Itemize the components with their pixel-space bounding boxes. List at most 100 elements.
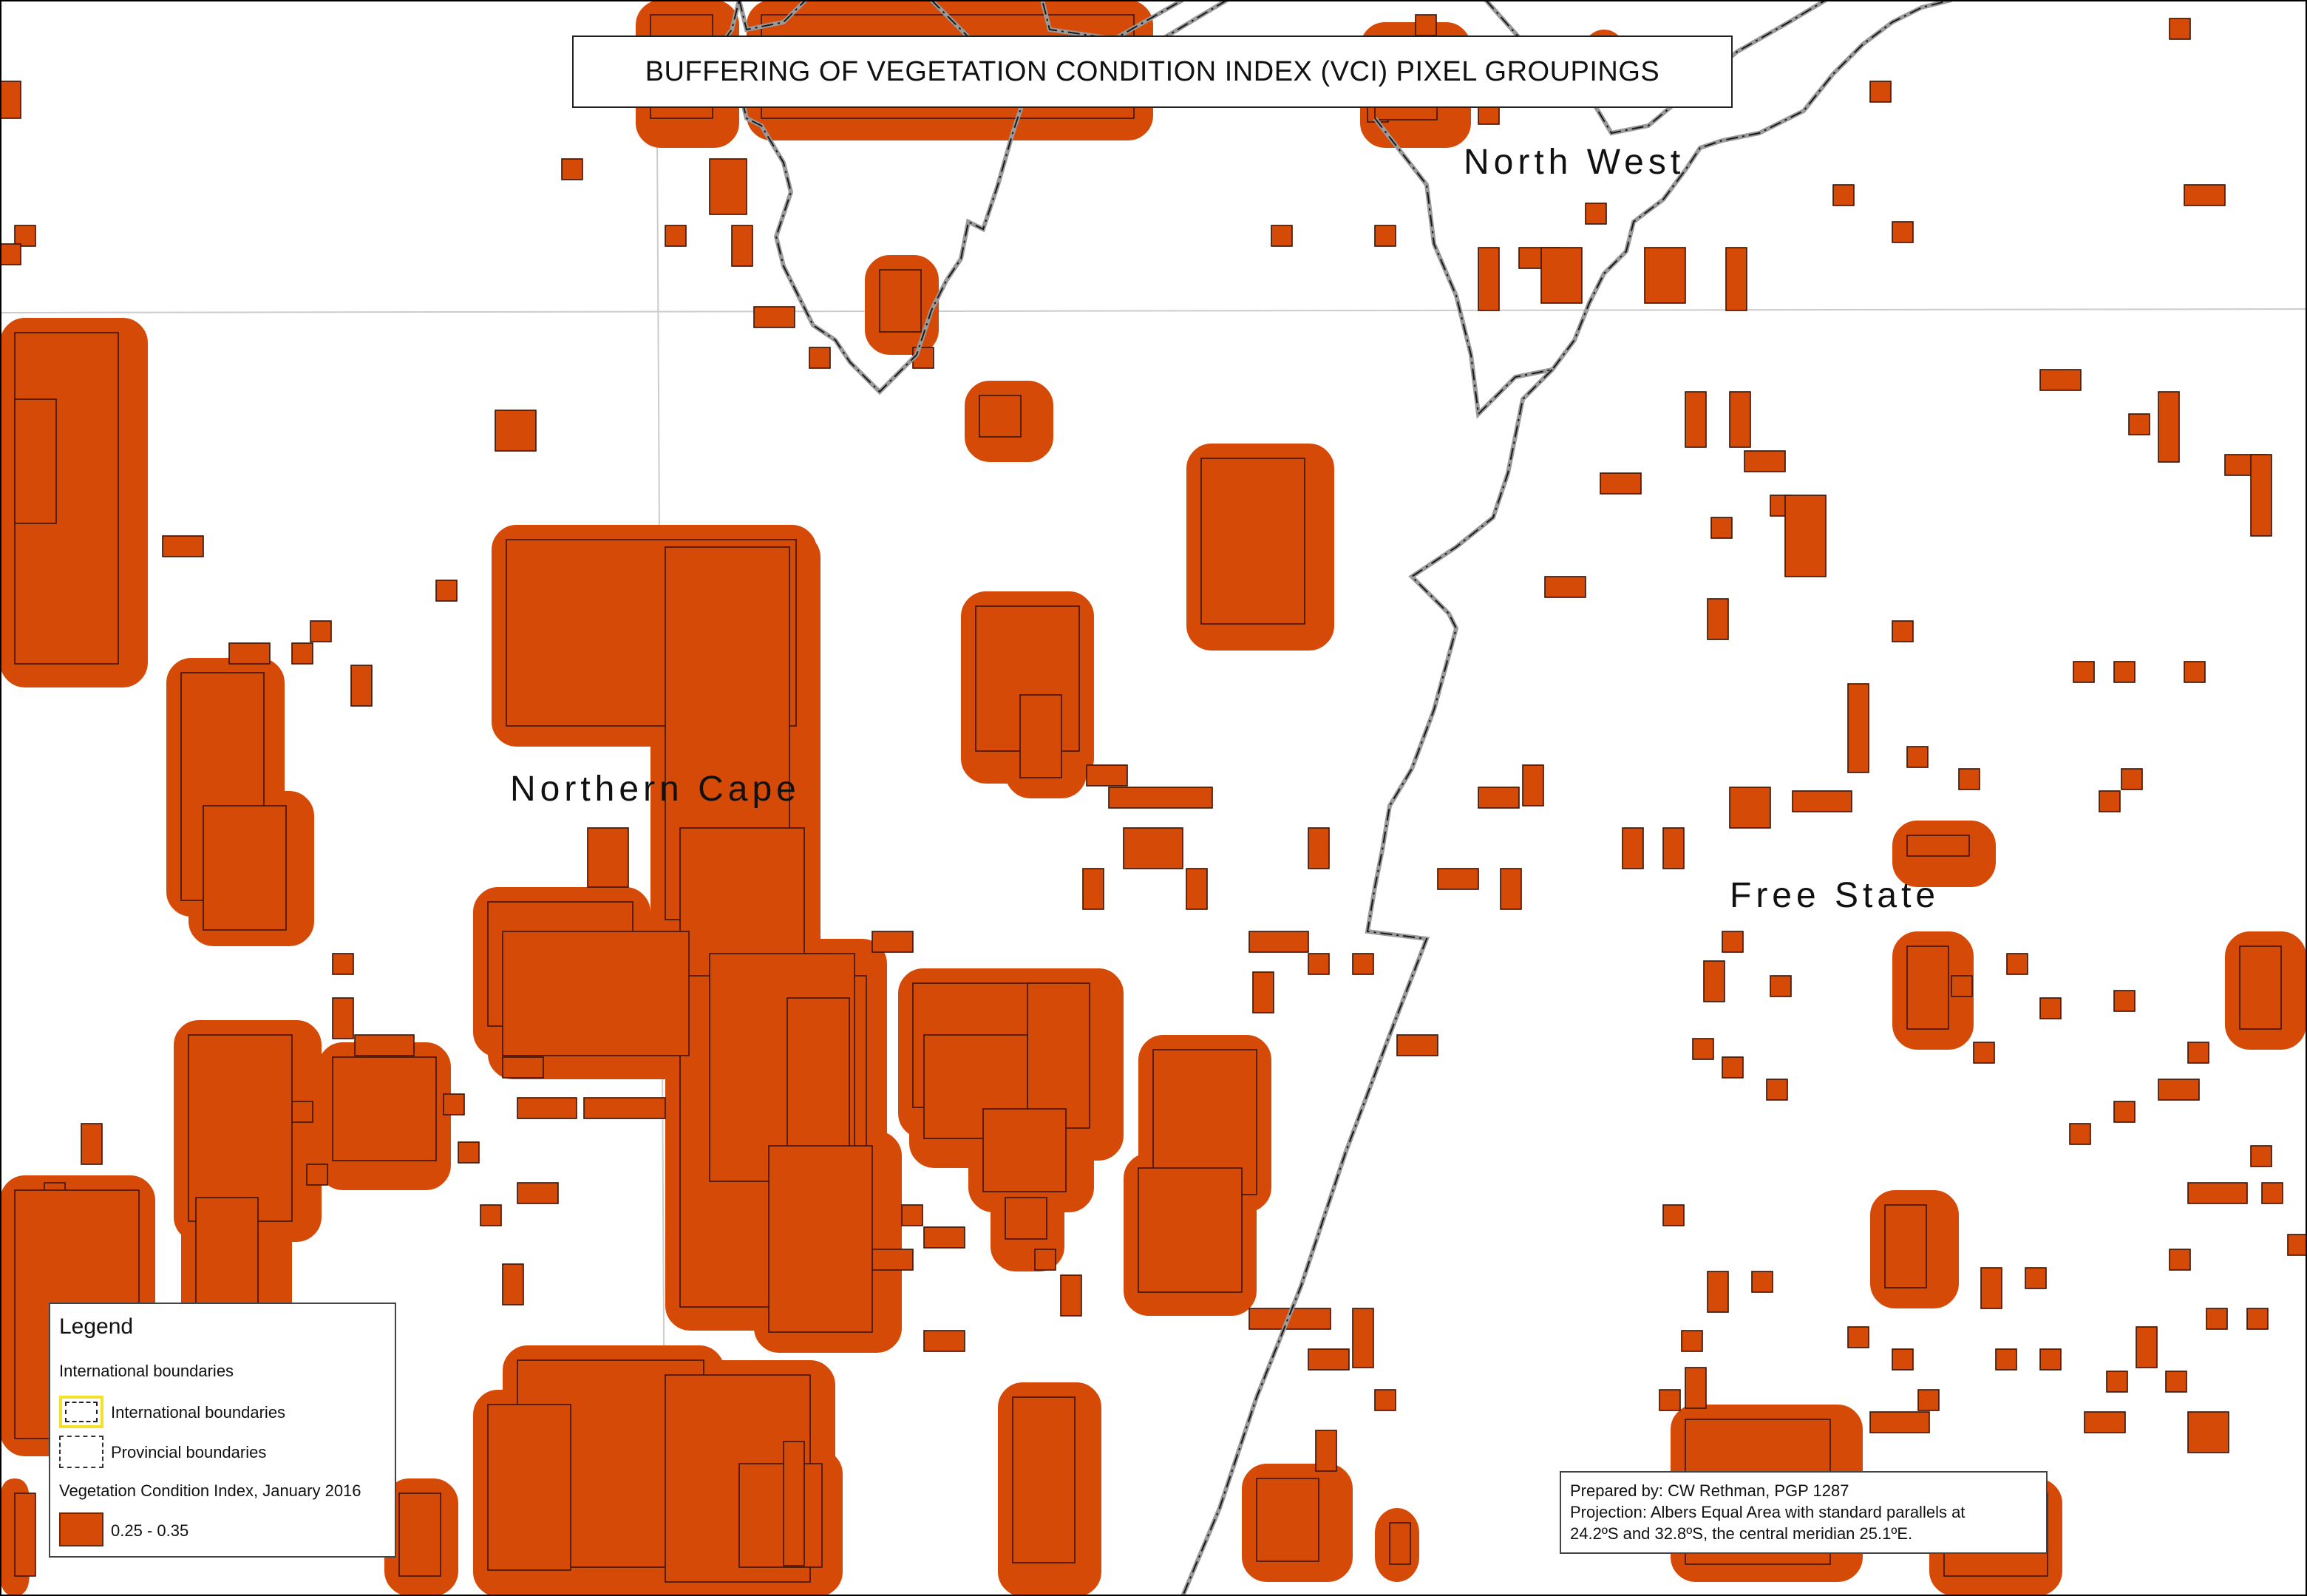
vci-pixel — [1544, 576, 1586, 598]
vci-pixel — [1703, 960, 1725, 1002]
vci-pixel — [1585, 203, 1607, 225]
vci-pixel — [1374, 225, 1396, 247]
vci-pixel — [495, 410, 537, 452]
map-title-text: BUFFERING OF VEGETATION CONDITION INDEX … — [645, 55, 1660, 87]
vci-pixel — [1248, 931, 1309, 953]
vci-pixel — [306, 1164, 328, 1186]
vci-pixel-group — [738, 1463, 823, 1568]
vci-pixel — [2250, 1145, 2272, 1167]
vci-pixel — [1892, 221, 1914, 243]
vci-pixel — [1600, 472, 1642, 495]
vci-pixel — [517, 1182, 559, 1204]
vci-pixel — [2128, 413, 2150, 435]
vci-pixel — [1692, 1038, 1714, 1060]
vci-pixel — [1770, 975, 1792, 997]
vci-pixel-group — [768, 1145, 873, 1333]
vci-pixel — [1186, 868, 1208, 910]
vci-pixel-group — [1005, 1197, 1047, 1240]
vci-pixel — [1659, 1389, 1681, 1411]
vci-pixel — [1869, 81, 1892, 103]
vci-pixel — [1729, 787, 1771, 829]
vci-pixel-group — [2239, 945, 2282, 1030]
vci-pixel — [354, 1034, 415, 1056]
vci-pixel — [2261, 1182, 2283, 1204]
label-northern-cape: Northern Cape — [510, 770, 801, 809]
vci-pixel — [1108, 787, 1213, 809]
vci-pixel — [2158, 1079, 2200, 1101]
vci-pixel — [2187, 1182, 2248, 1204]
vci-pixel — [1707, 598, 1729, 640]
vci-pixel — [901, 1204, 923, 1226]
vci-pixel — [587, 827, 629, 888]
vci-pixel — [1252, 971, 1274, 1013]
vci-pixel — [350, 665, 373, 707]
vci-pixel — [2039, 997, 2062, 1019]
vci-pixel — [2165, 1371, 2187, 1393]
legend-item-vci-range: 0.25 - 0.35 — [111, 1521, 189, 1540]
vci-pixel — [1917, 1389, 1940, 1411]
vci-pixel — [2113, 1101, 2136, 1123]
vci-pixel-group — [188, 1034, 293, 1222]
vci-pixel — [2039, 1348, 2062, 1371]
vci-pixel — [2136, 1326, 2158, 1368]
vci-pixel — [2084, 1411, 2126, 1433]
vci-pixel — [81, 1123, 103, 1165]
vci-pixel-group — [982, 1108, 1067, 1192]
vci-pixel — [665, 225, 687, 247]
vci-pixel — [1958, 768, 1980, 790]
vci-pixel — [1082, 868, 1104, 910]
vci-pixel — [1060, 1274, 1082, 1317]
vci-pixel — [1685, 391, 1707, 448]
legend-title: Legend — [59, 1314, 134, 1339]
vci-pixel — [1729, 391, 1751, 448]
vci-pixel-group — [502, 931, 690, 1056]
vci-pixel — [1710, 517, 1733, 539]
vci-pixel — [1522, 764, 1544, 807]
vci-pixel — [2113, 990, 2136, 1012]
credit-projection-line-2: 24.2ºS and 32.8ºS, the central meridian … — [1570, 1524, 1913, 1543]
vci-pixel — [2246, 1308, 2269, 1330]
vci-pixel — [291, 1101, 313, 1123]
vci-pixel — [2250, 454, 2272, 537]
vci-pixel — [435, 580, 458, 602]
vci-pixel — [1540, 247, 1583, 304]
label-free-state: Free State — [1730, 876, 1940, 915]
vci-pixel — [1086, 764, 1128, 787]
vci-pixel-group — [1256, 1478, 1319, 1562]
vci-pixel — [2039, 369, 2082, 391]
vci-pixel — [228, 642, 271, 665]
vci-pixel-group — [14, 1493, 36, 1577]
provincial-boundary-swatch — [59, 1436, 103, 1468]
vci-pixel-group — [1019, 694, 1062, 778]
vci-pixel — [502, 1056, 544, 1079]
vci-pixel — [1662, 827, 1685, 869]
vci-pixel — [1906, 746, 1929, 768]
vci-swatch — [59, 1512, 103, 1546]
vci-pixel — [1892, 620, 1914, 642]
vci-pixel — [1951, 975, 1973, 997]
vci-pixel — [458, 1141, 480, 1164]
vci-pixel-groupings — [0, 14, 2307, 1583]
vci-pixel-group — [1200, 458, 1305, 625]
vci-pixel — [1352, 1308, 1374, 1368]
vci-pixel-group — [1027, 982, 1090, 1129]
vci-pixel — [517, 1097, 577, 1119]
vci-pixel — [1973, 1042, 1995, 1064]
vci-pixel — [2158, 391, 2180, 463]
vci-pixel — [0, 81, 21, 119]
vci-pixel — [1374, 1389, 1396, 1411]
vci-pixel-group — [14, 398, 57, 524]
vci-pixel — [2169, 1249, 2191, 1271]
legend-section-vci: Vegetation Condition Index, January 2016 — [59, 1481, 361, 1500]
credit-projection-line-1: Projection: Albers Equal Area with stand… — [1570, 1503, 1965, 1521]
vci-pixel-group — [1884, 1204, 1927, 1288]
vci-pixel-group — [1138, 1167, 1243, 1293]
vci-pixel — [291, 642, 313, 665]
vci-pixel — [1644, 247, 1686, 304]
vci-pixel-group — [879, 269, 922, 333]
vci-pixel — [731, 225, 753, 267]
vci-pixel-group — [1389, 1522, 1411, 1565]
legend-section-boundaries: International boundaries — [59, 1362, 234, 1380]
vci-pixel-group — [203, 805, 287, 931]
vci-pixel — [14, 225, 36, 247]
